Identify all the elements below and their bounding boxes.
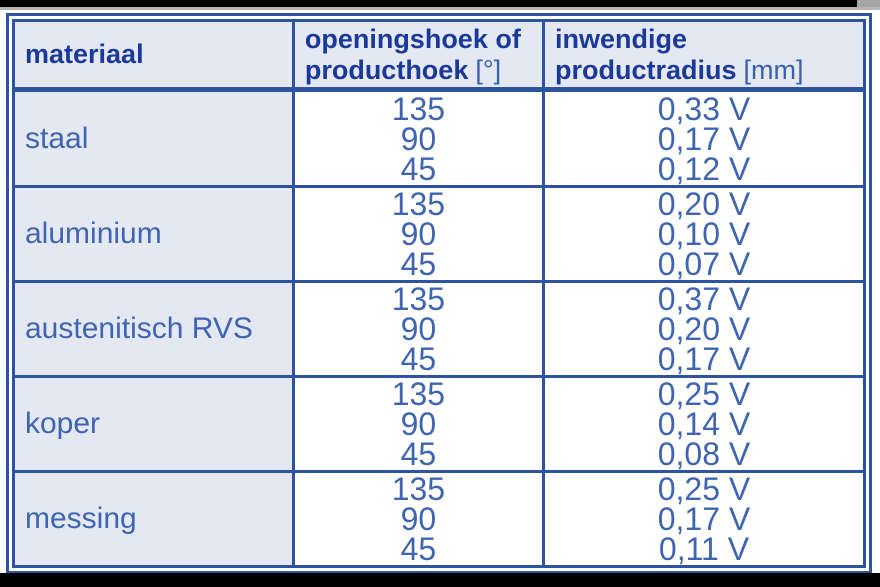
radius-cell: 0,25 V 0,14 V 0,08 V xyxy=(544,375,863,472)
header-unit: [mm] xyxy=(743,54,804,85)
column-header-producthoek: openingshoek of producthoek [°] xyxy=(294,22,545,92)
header-line: inwendige xyxy=(554,23,687,54)
radius-value: 0,14 V xyxy=(657,406,751,442)
radius-value: 0,08 V xyxy=(657,436,751,472)
radius-value: 0,17 V xyxy=(657,120,751,157)
angle-value: 90 xyxy=(400,216,437,252)
radius-value: 0,12 V xyxy=(657,150,751,187)
angle-value: 135 xyxy=(391,376,446,412)
radius-value: 0,11 V xyxy=(658,531,750,567)
angle-value: 90 xyxy=(400,311,437,347)
radius-value: 0,33 V xyxy=(657,90,751,127)
angle-cell: 135 90 45 xyxy=(294,90,545,187)
radius-value: 0,37 V xyxy=(657,281,751,317)
angle-value: 90 xyxy=(400,406,437,442)
radius-cell: 0,37 V 0,20 V 0,17 V xyxy=(544,280,863,377)
angle-value: 45 xyxy=(400,531,437,567)
angle-cell: 135 90 45 xyxy=(294,185,545,282)
material-cell: austenitisch RVS xyxy=(15,280,295,375)
angle-value: 90 xyxy=(400,120,437,157)
table-row-messing: messing 135 90 45 0,25 V 0,17 V 0,11 V xyxy=(15,470,863,565)
radius-cell: 0,33 V 0,17 V 0,12 V xyxy=(544,90,863,187)
table-row-austenitisch-rvs: austenitisch RVS 135 90 45 0,37 V 0,20 V… xyxy=(15,280,863,375)
material-cell: koper xyxy=(15,375,295,470)
angle-value: 45 xyxy=(400,341,437,377)
angle-value: 135 xyxy=(391,281,446,317)
header-unit: [°] xyxy=(475,54,502,85)
angle-value: 135 xyxy=(391,90,446,127)
material-cell: staal xyxy=(15,92,295,185)
bottom-black-bar xyxy=(0,573,880,587)
radius-cell: 0,20 V 0,10 V 0,07 V xyxy=(544,185,863,282)
material-cell: messing xyxy=(15,470,295,565)
radius-value: 0,20 V xyxy=(657,311,751,347)
angle-value: 45 xyxy=(400,150,437,187)
angle-value: 90 xyxy=(400,501,437,537)
header-line: openingshoek of xyxy=(304,23,521,54)
radius-value: 0,07 V xyxy=(657,246,751,282)
bend-radius-table: materiaal openingshoek of producthoek [°]… xyxy=(6,13,872,574)
header-line: producthoek [°] xyxy=(305,55,542,86)
angle-value: 135 xyxy=(391,186,446,222)
radius-value: 0,17 V xyxy=(657,341,751,377)
header-line: productradius [mm] xyxy=(555,55,863,86)
angle-value: 135 xyxy=(391,471,446,507)
header-row: materiaal openingshoek of producthoek [°]… xyxy=(15,22,863,92)
radius-value: 0,20 V xyxy=(657,186,751,222)
header-text: productradius xyxy=(554,54,737,85)
angle-cell: 135 90 45 xyxy=(294,375,545,472)
header-text: producthoek xyxy=(304,54,469,85)
column-header-materiaal: materiaal xyxy=(15,22,295,92)
angle-value: 45 xyxy=(400,436,437,472)
angle-value: 45 xyxy=(400,246,437,282)
radius-cell: 0,25 V 0,17 V 0,11 V xyxy=(544,470,863,567)
top-black-bar xyxy=(0,0,880,7)
column-header-productradius: inwendige productradius [mm] xyxy=(544,22,863,92)
radius-value: 0,25 V xyxy=(657,376,751,412)
table-row-staal: staal 135 90 45 0,33 V 0,17 V 0,12 V xyxy=(15,92,863,185)
table-row-koper: koper 135 90 45 0,25 V 0,14 V 0,08 V xyxy=(15,375,863,470)
top-right-gray-segment xyxy=(857,0,880,7)
top-gray-strip xyxy=(0,7,880,10)
radius-value: 0,10 V xyxy=(657,216,751,252)
material-cell: aluminium xyxy=(15,185,295,280)
angle-cell: 135 90 45 xyxy=(294,280,545,377)
radius-value: 0,25 V xyxy=(657,471,751,507)
angle-cell: 135 90 45 xyxy=(294,470,545,567)
radius-value: 0,17 V xyxy=(657,501,751,537)
header-line: materiaal xyxy=(25,39,144,69)
table-row-aluminium: aluminium 135 90 45 0,20 V 0,10 V 0,07 V xyxy=(15,185,863,280)
